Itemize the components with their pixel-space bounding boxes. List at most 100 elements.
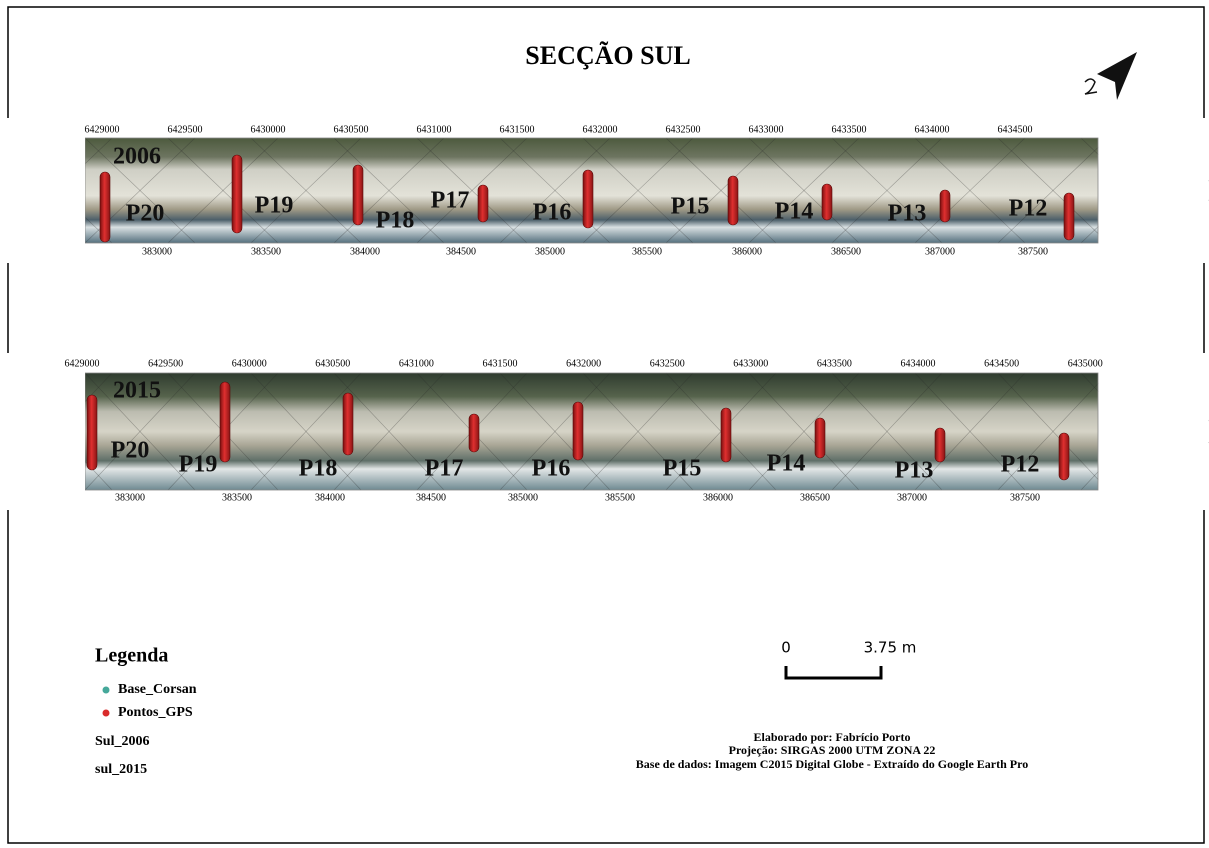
map-panel: 6429000 6429500 6430000 6430500 6431000 64315… [0,353,1209,510]
gps-points [935,428,945,462]
gps-points [87,395,97,470]
legend-item: Base_Corsan [118,682,197,697]
profile-label: P17 [425,456,464,482]
gps-points [815,418,825,458]
credit-line: Projeção: SIRGAS 2000 UTM ZONA 22 [729,743,936,757]
map-layout: SECÇÃO SUL 64290006429500643000064305006… [0,0,1209,848]
gps-points [573,402,583,460]
coordinate-label: 384000 [315,492,345,503]
profile-label: P14 [775,199,814,225]
gps-points [583,170,593,228]
profile-label: P15 [663,456,702,482]
coordinate-label: 384500 [446,246,476,257]
profile-label: P16 [532,456,571,482]
legend-title: Legenda [95,645,168,667]
profile-label: P16 [533,200,572,226]
coordinate-label: 6431500 [483,358,518,369]
coordinate-label: 6432500 [650,358,685,369]
coordinate-label: 6431000 [399,358,434,369]
scale-label: 3.75 m [864,639,917,657]
coordinate-label: 6433000 [749,124,784,135]
gps-points [232,155,242,233]
coordinate-label: 383000 [115,492,145,503]
gps-points [478,185,488,222]
gps-points [721,408,731,462]
profile-label: P14 [767,451,806,477]
mask [1099,118,1209,263]
gps-points [220,382,230,462]
profile-label: P19 [179,452,218,478]
coordinate-label: 6432500 [666,124,701,135]
coordinate-label: 383000 [142,246,172,257]
profile-label: P19 [255,193,294,219]
coordinate-label: 6429500 [168,124,203,135]
profile-label: P12 [1001,452,1040,478]
coordinate-label: 6430500 [334,124,369,135]
north-arrow [1085,52,1137,100]
coordinate-label: 6432000 [566,358,601,369]
coordinate-label: 385000 [508,492,538,503]
coordinate-label: 387500 [1018,246,1048,257]
coordinate-label: 386500 [800,492,830,503]
profile-label: P20 [126,201,165,227]
coordinate-label: 385500 [632,246,662,257]
gps-points [469,414,479,452]
coordinate-label: 387000 [897,492,927,503]
credit-line: Elaborado por: Fabrício Porto [754,730,911,744]
coordinate-label: 6429000 [65,358,100,369]
map-title: SECÇÃO SUL [525,41,690,70]
coordinate-label: 6434500 [998,124,1033,135]
scale-label: 0 [781,639,791,657]
profile-label: P12 [1009,196,1048,222]
coordinate-label: 385500 [605,492,635,503]
gps-points [353,165,363,225]
coordinate-label: 6433000 [733,358,768,369]
profile-label: P18 [376,208,415,234]
profile-label: P13 [888,201,927,227]
legend-symbol [103,687,110,694]
coordinate-label: 6431500 [500,124,535,135]
legend-symbol [103,710,110,717]
coordinate-label: 6429000 [85,124,120,135]
coordinate-label: 384000 [350,246,380,257]
legend-item: Pontos_GPS [118,705,193,720]
coordinate-label: 6430500 [315,358,350,369]
profile-label: P13 [895,458,934,484]
coordinate-label: 6429500 [148,358,183,369]
coordinate-label: 387000 [925,246,955,257]
scale-bar: 0 3.75 m [781,639,916,679]
gps-points [940,190,950,222]
gps-points [100,172,110,242]
coordinate-label: 6430000 [251,124,286,135]
map-panel: 6429000 6429500 6430000 6430500 6431000 64315… [0,118,1209,263]
coordinate-label: 383500 [222,492,252,503]
mask [0,353,85,510]
legend-item: sul_2015 [95,762,147,777]
coordinate-label: 6433500 [832,124,867,135]
year-label: 2006 [113,144,161,170]
year-label: 2015 [113,378,161,404]
gps-points [1059,433,1069,480]
coordinate-label: 6431000 [417,124,452,135]
profile-label: P17 [431,188,470,214]
credit-line: Base de dados: Imagem C2015 Digital Glob… [636,757,1028,771]
gps-points [822,184,832,220]
coordinate-label: 6433500 [817,358,852,369]
mask [1099,353,1209,510]
profile-label: P20 [111,438,150,464]
coordinate-label: 386500 [831,246,861,257]
coordinate-label: 6434000 [915,124,950,135]
legend-item: Sul_2006 [95,734,149,749]
coordinate-label: 385000 [535,246,565,257]
coordinate-label: 6434000 [901,358,936,369]
coordinate-label: 384500 [416,492,446,503]
coordinate-label: 6434500 [984,358,1019,369]
profile-label: P18 [299,456,338,482]
coordinate-label: 6430000 [232,358,267,369]
gps-points [343,393,353,455]
coordinate-label: 386000 [732,246,762,257]
coordinate-label: 386000 [703,492,733,503]
gps-points [728,176,738,225]
profile-label: P15 [671,194,710,220]
coordinate-label: 383500 [251,246,281,257]
